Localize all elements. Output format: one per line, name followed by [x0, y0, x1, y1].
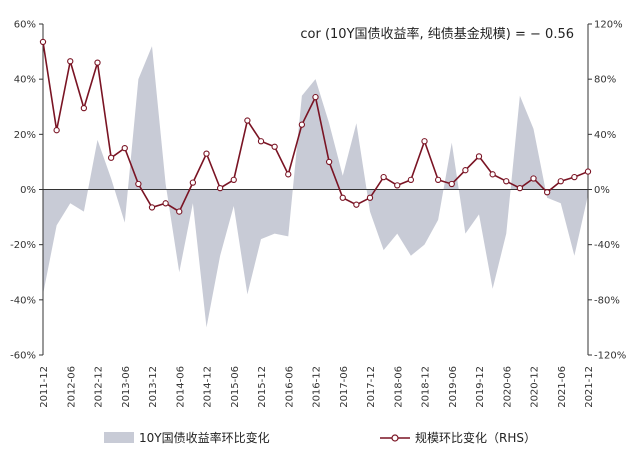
right-tick-label: -120%: [594, 351, 626, 362]
left-tick-label: 40%: [14, 75, 36, 86]
series-point-scale: [135, 180, 142, 188]
series-point-scale: [285, 171, 292, 178]
series-point-scale: [584, 168, 592, 175]
x-tick-label: 2018-12: [421, 366, 432, 408]
legend-label-scale: 规模环比变化（RHS）: [415, 430, 536, 445]
left-tick-label: -60%: [10, 351, 36, 362]
series-point-scale: [339, 194, 346, 201]
series-point-scale: [516, 184, 524, 192]
right-tick-label: 120%: [594, 20, 623, 31]
series-point-scale: [489, 171, 496, 178]
x-tick-label: 2018-06: [393, 366, 404, 408]
x-tick-label: 2012-12: [94, 366, 105, 408]
series-point-scale: [189, 179, 197, 186]
right-tick-label: 0%: [594, 185, 610, 196]
series-point-scale: [571, 173, 578, 181]
series-point-scale: [230, 176, 237, 183]
series-point-scale: [257, 138, 265, 145]
right-tick-label: 40%: [594, 130, 616, 141]
legend-label-yield: 10Y国债收益率环比变化: [139, 430, 270, 445]
series-point-scale: [407, 176, 415, 183]
series-point-scale: [462, 167, 469, 174]
legend-swatch-yield: [104, 432, 134, 443]
axes-layer: [39, 23, 592, 356]
x-tick-label: 2017-12: [366, 366, 377, 408]
series-point-scale: [366, 194, 374, 201]
x-tick-label: 2020-06: [502, 366, 513, 408]
legend-marker-scale: [391, 434, 399, 442]
series-point-scale: [448, 180, 455, 188]
left-tick-label: -20%: [10, 240, 36, 251]
x-tick-label: 2021-12: [584, 366, 595, 408]
series-point-scale: [94, 59, 101, 66]
series-point-scale: [503, 178, 510, 185]
x-tick-label: 2021-06: [557, 366, 568, 408]
series-point-scale: [543, 189, 551, 196]
right-tick-label: -80%: [594, 295, 620, 306]
left-tick-label: -40%: [10, 295, 36, 306]
series-point-scale: [557, 178, 564, 185]
series-point-scale: [394, 182, 401, 189]
x-tick-label: 2014-12: [203, 366, 214, 408]
x-tick-label: 2016-06: [284, 366, 295, 408]
legend: 10Y国债收益率环比变化 规模环比变化（RHS）: [104, 430, 536, 445]
series-point-scale: [216, 184, 224, 192]
series-point-scale: [298, 121, 306, 128]
series-point-scale: [312, 93, 319, 101]
area-layer: [43, 46, 588, 328]
x-tick-label: 2015-06: [230, 366, 241, 408]
series-point-scale: [353, 201, 360, 208]
series-point-scale: [67, 58, 74, 65]
x-tick-label: 2013-12: [148, 366, 159, 408]
x-tick-label: 2015-12: [257, 366, 268, 408]
x-tick-label: 2011-12: [39, 366, 50, 408]
left-tick-label: 0%: [20, 185, 36, 196]
x-tick-label: 2013-06: [121, 366, 132, 408]
x-tick-label: 2019-06: [448, 366, 459, 408]
series-point-scale: [475, 153, 483, 160]
series-point-scale: [107, 154, 115, 161]
series-point-scale: [421, 138, 428, 145]
x-tick-label: 2019-12: [475, 366, 486, 408]
right-tick-label: 80%: [594, 75, 616, 86]
left-tick-label: 20%: [14, 130, 36, 141]
series-point-scale: [176, 208, 183, 215]
line-layer: [39, 38, 592, 215]
series-area-yield: [43, 46, 588, 328]
left-tick-label: 60%: [14, 20, 36, 31]
series-point-scale: [325, 158, 333, 166]
series-point-scale: [148, 204, 156, 211]
x-tick-label: 2017-06: [339, 366, 350, 408]
correlation-annotation: cor (10Y国债收益率, 纯债基金规模) = − 0.56: [300, 26, 574, 42]
x-tick-label: 2016-12: [312, 366, 323, 408]
series-point-scale: [80, 104, 88, 112]
x-tick-label: 2020-12: [530, 366, 541, 408]
series-point-scale: [53, 127, 60, 134]
series-point-scale: [434, 176, 442, 183]
text-layer: cor (10Y国债收益率, 纯债基金规模) = − 0.56 60% 40% 20…: [10, 20, 626, 408]
series-point-scale: [162, 200, 169, 207]
right-tick-label: -40%: [594, 240, 620, 251]
series-point-scale: [530, 175, 537, 182]
series-point-scale: [271, 143, 278, 150]
x-tick-label: 2012-06: [66, 366, 77, 408]
series-point-scale: [39, 38, 47, 46]
series-point-scale: [380, 173, 387, 181]
x-tick-label: 2014-06: [175, 366, 186, 408]
series-point-scale: [203, 150, 210, 157]
series-point-scale: [244, 117, 251, 124]
series-point-scale: [121, 144, 128, 152]
